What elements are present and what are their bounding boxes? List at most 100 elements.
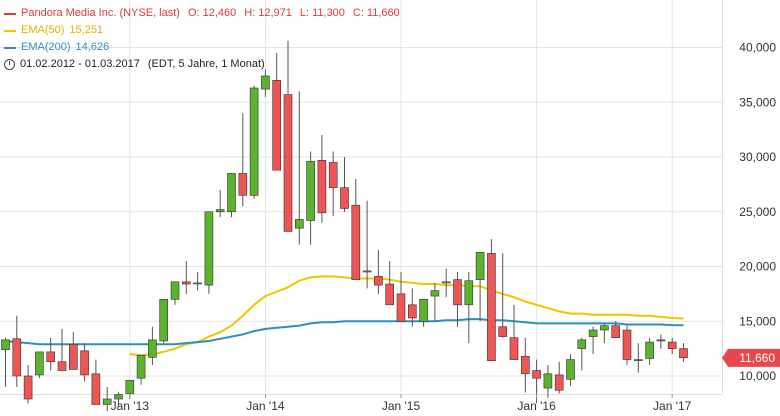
candle-body [475, 251, 485, 280]
candle-body [419, 299, 428, 322]
candle [679, 343, 688, 362]
candle [317, 135, 327, 223]
candle-body [306, 161, 315, 221]
candle-body [453, 279, 462, 306]
candle-body [57, 361, 67, 371]
candle [487, 239, 496, 361]
candle-body [148, 339, 157, 358]
candle-body [656, 339, 666, 342]
candle-body [125, 380, 135, 394]
y-tick-label: 15,000 [739, 314, 776, 328]
legend-price-row: Pandora Media Inc. (NYSE, last) O: 12,46… [4, 5, 400, 22]
candle-body [272, 80, 282, 171]
candle [328, 151, 338, 217]
ema200-line [5, 318, 684, 346]
legend-low-value: 11,300 [312, 7, 345, 19]
y-tick-label: 25,000 [739, 205, 776, 219]
candle [374, 250, 383, 294]
candle-body [622, 329, 632, 360]
candle-body [238, 173, 248, 196]
candle [170, 281, 180, 305]
candle-body [374, 276, 383, 286]
ema50-line [129, 275, 684, 357]
candle [396, 271, 406, 322]
candle-body [509, 337, 519, 360]
candle [306, 151, 315, 245]
x-axis: Jan '13 Jan '14 Jan '15 Jan '16 Jan '17 [111, 394, 692, 413]
candle-body [317, 159, 327, 214]
ema50-value: 15,251 [69, 24, 104, 36]
last-price-tag: 11,660 [722, 348, 780, 367]
candle-body [69, 343, 78, 370]
y-tick-label: 10,000 [739, 369, 776, 383]
candle [351, 178, 361, 280]
candle-body [520, 355, 530, 375]
candle-body [193, 282, 202, 285]
candle-body [35, 351, 44, 376]
legend-ema200-row: EMA(200) 14,626 [4, 39, 400, 56]
legend-close-value: 11,660 [366, 7, 400, 19]
candle-body [249, 87, 259, 196]
candle [453, 271, 462, 327]
candle-body [385, 283, 395, 306]
candle [667, 337, 677, 355]
candle [385, 261, 395, 306]
candle [294, 91, 304, 245]
chart-legend: Pandora Media Inc. (NYSE, last) O: 12,46… [4, 5, 400, 73]
candle [1, 337, 10, 387]
candle [464, 271, 474, 344]
legend-ema50-row: EMA(50) 15,251 [4, 22, 400, 39]
candle-body [600, 325, 609, 331]
candle-body [23, 375, 33, 400]
y-tick-label: 20,000 [739, 260, 776, 274]
candle-body [170, 281, 180, 300]
candle-body [328, 162, 338, 188]
candle [441, 268, 451, 298]
candle [600, 323, 609, 344]
candle [475, 251, 485, 322]
candle [136, 354, 146, 385]
candle-body [566, 359, 575, 380]
candle [498, 253, 508, 338]
candle-body [227, 173, 236, 213]
candle-body [351, 204, 361, 280]
candlesticks [1, 40, 688, 412]
candle-body [577, 339, 587, 349]
x-tick-label: Jan '17 [653, 399, 692, 413]
candle-body [261, 75, 270, 90]
x-tick-label: Jan '15 [382, 399, 421, 413]
legend-high-label: H: [244, 7, 256, 19]
candle-body [114, 394, 123, 400]
candle [362, 200, 372, 289]
candle-body [1, 339, 10, 351]
candle [35, 351, 44, 379]
candle [611, 321, 621, 338]
candle-body [80, 350, 89, 376]
candle [566, 354, 575, 386]
candle [204, 211, 214, 294]
candle [554, 361, 564, 394]
date-range: 01.02.2012 - 01.03.2017 [20, 58, 140, 70]
candle [114, 392, 123, 407]
candle-body [487, 253, 496, 361]
candle [633, 343, 643, 373]
candle [407, 288, 417, 327]
candle [249, 85, 259, 199]
candle-body [611, 325, 621, 338]
candle [261, 69, 270, 97]
candle [12, 315, 22, 387]
candle [57, 328, 67, 371]
candle [91, 359, 101, 405]
candle-body [136, 354, 146, 379]
candle [227, 173, 236, 218]
candle [622, 325, 632, 366]
ema200-swatch-icon [4, 46, 16, 49]
legend-high-value: 12,971 [258, 7, 292, 19]
candle-body [362, 270, 372, 273]
ema50-swatch-icon [4, 29, 16, 32]
x-tick-label: Jan '16 [517, 399, 556, 413]
candle [577, 337, 587, 371]
y-tick-label: 40,000 [739, 41, 776, 55]
candle [430, 282, 440, 322]
